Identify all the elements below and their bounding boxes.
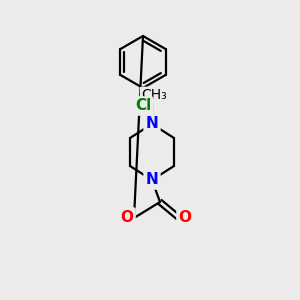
Text: N: N <box>146 172 158 188</box>
Text: CH₃: CH₃ <box>141 88 167 102</box>
Text: Cl: Cl <box>135 98 151 113</box>
Text: O: O <box>121 209 134 224</box>
Text: O: O <box>178 209 191 224</box>
Text: N: N <box>146 116 158 131</box>
